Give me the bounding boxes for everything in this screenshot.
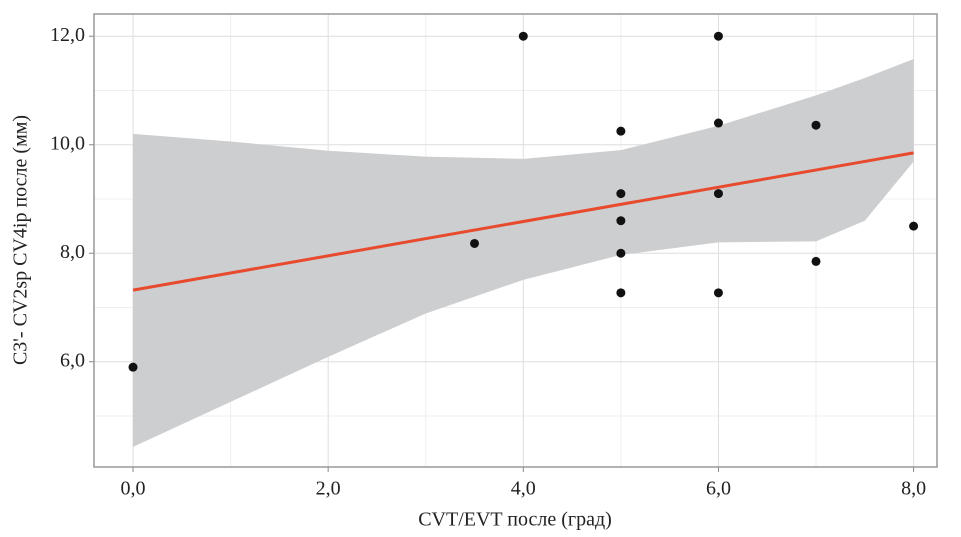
point <box>128 362 138 372</box>
x-tick-label: 0,0 <box>121 478 146 500</box>
plot-border <box>93 13 938 468</box>
x-tick-label: 4,0 <box>511 478 536 500</box>
point <box>713 118 723 128</box>
point <box>909 221 919 231</box>
x-tick-label: 8,0 <box>901 478 926 500</box>
point <box>713 288 723 298</box>
regression-line <box>132 151 914 292</box>
point <box>616 216 626 226</box>
point <box>811 120 821 130</box>
x-tick-label: 6,0 <box>706 478 731 500</box>
point <box>470 238 480 248</box>
point <box>713 31 723 41</box>
y-tick-label: 10,0 <box>50 132 85 154</box>
point <box>616 126 626 136</box>
x-tick-label: 2,0 <box>316 478 341 500</box>
point <box>518 31 528 41</box>
confidence-band <box>133 59 914 447</box>
x-axis-title: CVT/EVT после (град) <box>418 509 612 531</box>
y-tick-label: 8,0 <box>60 241 85 263</box>
point <box>616 189 626 199</box>
y-tick-label: 12,0 <box>50 24 85 46</box>
point <box>811 256 821 266</box>
point <box>616 248 626 258</box>
point <box>616 288 626 298</box>
y-axis-title: C3'- CV2sp CV4ip после (мм) <box>10 115 32 365</box>
y-tick-label: 6,0 <box>60 349 85 371</box>
point <box>713 189 723 199</box>
